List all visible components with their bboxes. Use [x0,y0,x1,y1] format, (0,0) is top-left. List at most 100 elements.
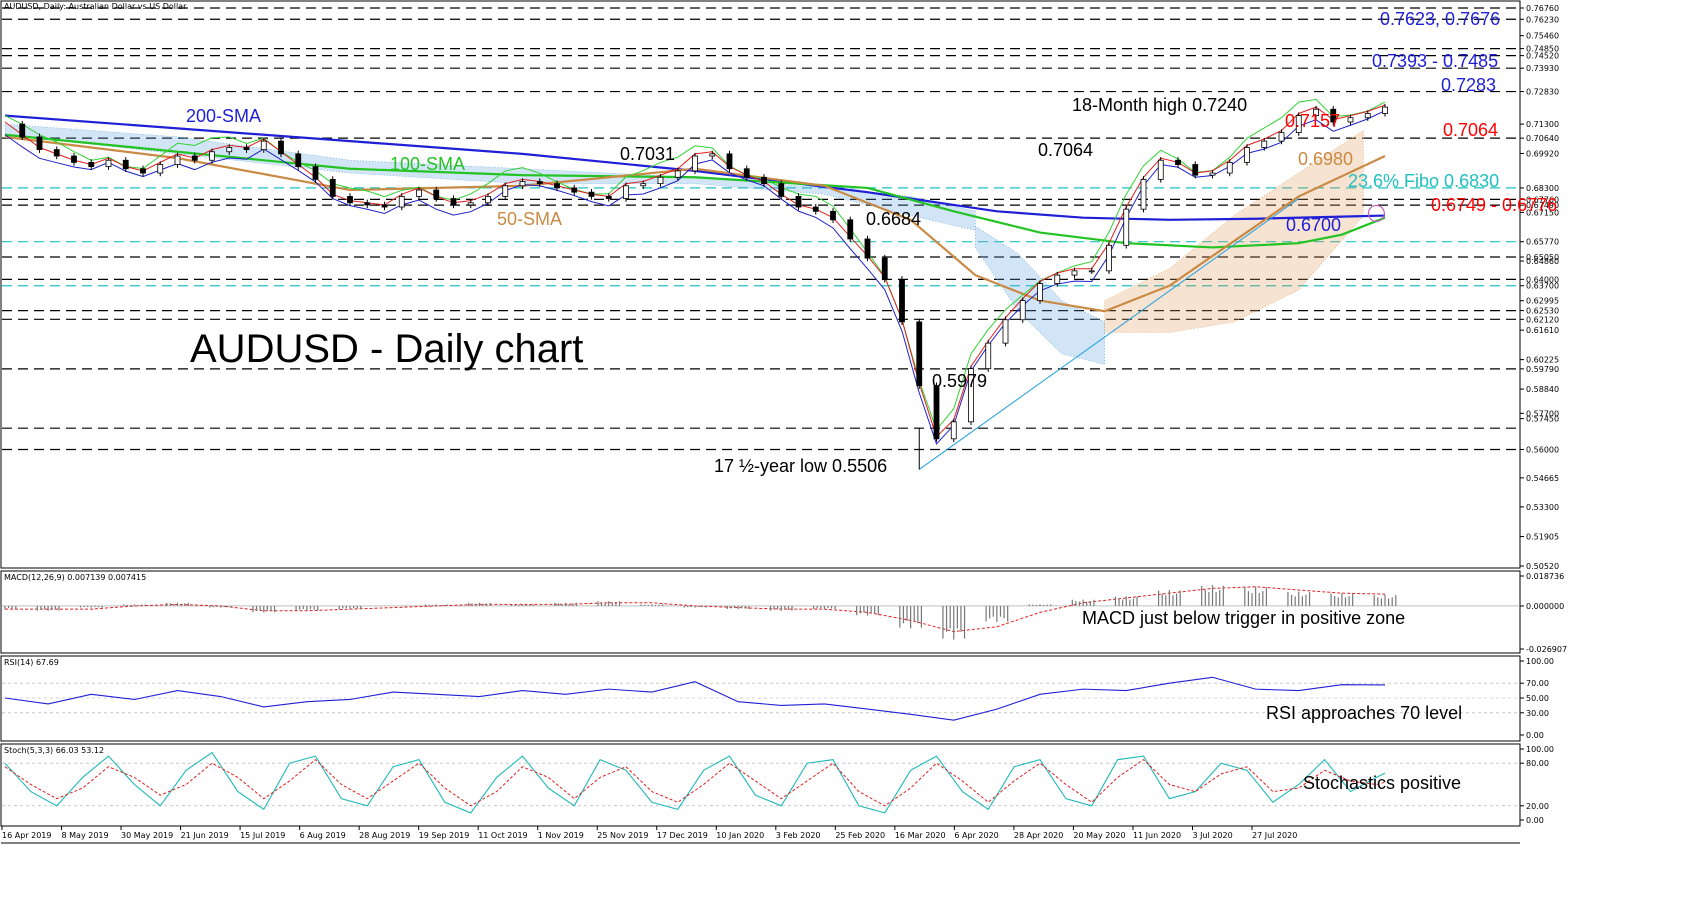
x-tick-label: 1 Nov 2019 [538,831,584,840]
trend-line [918,198,1300,470]
candle-body [450,198,457,206]
x-tick-label: 28 Aug 2019 [359,831,410,840]
candle-body [1347,117,1354,123]
price-annotation: 0.5979 [932,371,987,391]
macd-y-tick-label: 0.000000 [1526,602,1564,611]
candle-body [1278,132,1285,142]
x-tick-label: 17 Dec 2019 [657,831,708,840]
candle-body [122,159,129,170]
candle-body [761,176,767,185]
candle-body [864,238,871,259]
macd-y-tick-label: -0.026907 [1526,645,1567,654]
x-tick-label: 15 Jul 2019 [240,831,285,840]
price-annotation: 0.6684 [866,209,921,229]
panel-frame-stoch [0,743,1521,827]
candle-body [157,164,164,174]
x-tick-label: 11 Oct 2019 [478,831,527,840]
price-annotation: 0.7157 [1285,111,1340,131]
macd-title: MACD(12,26,9) 0.007139 0.007415 [4,573,146,582]
stoch-annotation: Stochastics positive [1303,773,1461,793]
candle-body [71,155,77,163]
candle-body [968,368,974,423]
price-y-tick-label: 0.64000 [1526,275,1559,284]
x-tick-label: 11 Jun 2020 [1133,831,1181,840]
x-tick-label: 6 Apr 2020 [954,831,998,840]
candle-body [364,202,371,206]
candle-body [1140,178,1147,210]
candle-body [433,189,440,199]
price-y-tick-label: 0.54665 [1526,474,1559,483]
candle-body [640,183,647,187]
price-annotation: 0.7283 [1441,75,1496,95]
candle-body [674,170,681,178]
stoch-y-tick-label: 20.00 [1526,802,1549,811]
candle-body [36,136,43,151]
rsi-title: RSI(14) 67.69 [4,658,59,667]
x-tick-label: 16 Apr 2019 [2,831,51,840]
candle-body [536,181,543,185]
price-y-tick-label: 0.74520 [1526,52,1559,61]
price-annotation: 0.6700 [1286,215,1341,235]
x-tick-label: 8 May 2019 [62,831,109,840]
price-y-tick-label: 0.67760 [1526,195,1559,204]
candle-body [692,155,698,172]
stoch-d-line [4,758,1386,807]
candle-body [933,385,940,440]
price-annotation: 200-SMA [186,106,261,126]
candle-body [1037,283,1043,302]
rsi-y-tick-label: 100.00 [1526,657,1554,666]
price-y-tick-label: 0.62995 [1526,297,1559,306]
candle-body [1123,208,1130,246]
candle-body [295,153,302,168]
candle-body [1071,270,1078,276]
candle-body [174,155,181,165]
candle-body [260,140,267,151]
candle-body [709,153,716,157]
candle-body [140,168,146,174]
candle-body [1226,161,1233,174]
panel-frame-macd [0,570,1521,654]
rsi-line [4,676,1386,721]
ichimoku-cloud-orange [1104,129,1364,333]
candle-body [571,187,578,193]
x-tick-label: 28 Apr 2020 [1014,831,1063,840]
ma-line-100-sma [4,133,1386,249]
price-y-tick-label: 0.57450 [1526,415,1559,424]
candle-body [1330,108,1337,123]
candle-body [226,147,233,153]
x-tick-label: 25 Feb 2020 [835,831,885,840]
candle-body [899,278,905,323]
price-annotation: 0.7623, 0.7676 [1380,9,1500,29]
x-tick-label: 27 Jul 2020 [1252,831,1297,840]
price-y-tick-label: 0.58840 [1526,385,1559,394]
candle-body [502,185,509,197]
price-y-tick-label: 0.53300 [1526,503,1559,512]
price-y-tick-label: 0.65770 [1526,238,1559,247]
marker-circle [1367,204,1385,223]
price-y-tick-label: 0.71300 [1526,120,1559,129]
panel-frame-price [0,0,1521,569]
candle-body [554,183,560,189]
price-annotation: 0.7064 [1038,140,1093,160]
x-tick-label: 10 Jan 2020 [716,831,764,840]
candle-body [1244,147,1250,163]
x-tick-label: 25 Nov 2019 [597,831,648,840]
price-annotation: 0.7064 [1443,120,1498,140]
candle-body [243,147,250,151]
candle-body [605,196,612,199]
price-annotation: 23.6% Fibo 0.6830 [1348,171,1499,191]
candle-body [88,161,95,168]
candle-body [657,176,664,185]
x-tick-label: 19 Sep 2019 [419,831,470,840]
candle-body [881,257,888,280]
candle-body [950,421,957,440]
candle-body [347,196,353,204]
price-y-tick-label: 0.59790 [1526,365,1559,374]
price-y-tick-label: 0.65050 [1526,253,1559,262]
price-annotation: 0.7031 [620,144,675,164]
x-tick-label: 3 Jul 2020 [1192,831,1232,840]
price-y-tick-label: 0.72830 [1526,88,1559,97]
price-y-tick-label: 0.75460 [1526,32,1559,41]
macd-y-tick-label: 0.018736 [1526,572,1564,581]
